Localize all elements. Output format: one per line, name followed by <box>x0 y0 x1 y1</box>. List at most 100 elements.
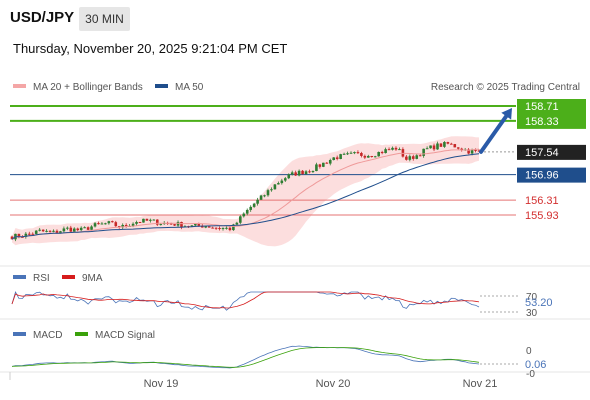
candle-body <box>450 143 453 145</box>
candle-body <box>370 155 374 157</box>
macd-tick-top: 0 <box>526 346 532 357</box>
bollinger-bands <box>12 136 479 247</box>
candle-body <box>111 221 114 223</box>
candle-body <box>79 227 83 231</box>
candle-body <box>335 157 339 159</box>
bollinger-legend-label: MA 20 + Bollinger Bands <box>33 82 143 93</box>
candle-body <box>391 147 394 150</box>
candle-body <box>259 195 263 200</box>
candle-body <box>249 206 252 210</box>
candle-body <box>228 227 232 231</box>
current-price-tag <box>517 144 586 160</box>
rsi-ma-line <box>11 291 480 309</box>
candle-body <box>66 227 69 229</box>
candle-body <box>34 230 38 234</box>
x-label-nov-21: Nov 21 <box>463 378 498 390</box>
candle-body <box>97 223 100 225</box>
rsi-line <box>11 290 480 311</box>
candle-body <box>418 155 422 157</box>
candle-body <box>308 171 311 173</box>
candle-body <box>439 143 443 147</box>
credit-text: Research © 2025 Trading Central <box>431 82 580 93</box>
candle-body <box>304 171 308 175</box>
candle-body <box>200 225 204 228</box>
candle-body <box>342 153 346 155</box>
bollinger-band-fill <box>12 136 479 247</box>
candle-body <box>322 162 325 167</box>
candle-body <box>401 149 405 157</box>
candle-body <box>356 152 360 154</box>
candle-body <box>100 223 104 225</box>
candle-body <box>290 172 294 175</box>
candle-body <box>90 226 93 230</box>
candle-body <box>429 145 432 149</box>
resistance-label-158-33: 158.33 <box>525 116 559 128</box>
candle-body <box>218 228 221 230</box>
candle-body <box>380 151 384 154</box>
candle-body <box>232 224 235 231</box>
rsi-value-label: 53.20 <box>525 297 553 309</box>
candle-body <box>436 143 439 150</box>
candle-body <box>373 156 377 158</box>
candle-body <box>294 172 297 176</box>
candle-body <box>363 155 367 158</box>
candle-body <box>211 227 214 229</box>
rsi-tick-70: 70 <box>526 292 538 303</box>
candle-body <box>31 233 35 235</box>
candle-body <box>214 227 218 229</box>
candle-body <box>59 231 62 233</box>
candle-body <box>332 157 336 161</box>
candle-body <box>367 155 370 158</box>
candle-body <box>387 149 391 151</box>
candle-body <box>38 229 41 231</box>
candle-body <box>55 230 59 233</box>
candle-body <box>131 223 135 226</box>
candle-body <box>252 203 256 207</box>
candle-body <box>242 213 246 217</box>
candle-body <box>398 149 401 151</box>
candle-body <box>93 223 97 227</box>
candle-body <box>474 149 477 151</box>
macd-legend-swatch <box>13 332 26 336</box>
bollinger-legend-swatch <box>13 84 26 88</box>
ma50-legend-label: MA 50 <box>175 82 204 93</box>
candle-body <box>21 236 24 238</box>
candle-body <box>41 229 45 232</box>
candle-body <box>311 171 315 173</box>
candle-body <box>190 225 194 227</box>
candle-body <box>24 233 28 237</box>
candle-body <box>315 164 318 172</box>
candle-body <box>394 147 398 150</box>
candle-body <box>360 152 363 156</box>
candle-body <box>52 230 55 232</box>
macd-signal-line <box>11 347 480 368</box>
macd-panel <box>11 345 520 369</box>
candle-body <box>470 149 474 154</box>
candle-body <box>173 224 176 226</box>
resistance-tag-158-33 <box>517 113 586 129</box>
rsi-tick-30: 30 <box>526 308 538 319</box>
candle-body <box>415 155 419 159</box>
candle-body <box>121 224 124 228</box>
interval-button[interactable]: 30 MIN <box>79 7 130 31</box>
candle-body <box>225 227 228 229</box>
candle-body <box>114 222 118 227</box>
candle-body <box>477 150 481 152</box>
candle-body <box>422 148 425 156</box>
candle-body <box>453 144 457 148</box>
symbol-title: USD/JPY <box>10 9 75 26</box>
candle-body <box>384 149 387 154</box>
candle-body <box>142 218 145 223</box>
candle-body <box>263 195 266 197</box>
candle-body <box>155 219 159 225</box>
rsi-legend-label: RSI <box>33 273 50 284</box>
candle-body <box>270 189 273 191</box>
candle-body <box>408 156 412 160</box>
candle-body <box>460 148 464 151</box>
candle-body <box>124 224 128 227</box>
candle-body <box>353 152 356 154</box>
level-tags: 158.71 158.33 157.54 156.96 156.31 155.93 <box>517 99 586 222</box>
candle-body <box>297 170 301 176</box>
candle-body <box>235 222 239 225</box>
